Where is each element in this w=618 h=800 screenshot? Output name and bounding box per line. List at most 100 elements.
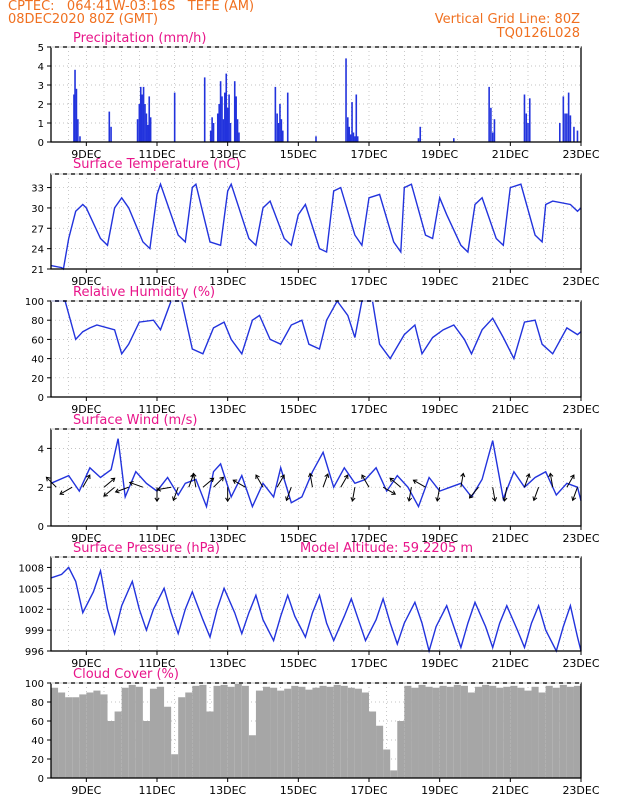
precip-bar (218, 104, 220, 142)
precip-bar (493, 119, 496, 142)
humidity-ytick-label: 80 (31, 316, 44, 327)
wind-arrow (533, 487, 540, 501)
temp-series-line (50, 182, 582, 271)
wind-arrow-head (389, 477, 395, 483)
cloud-ytick-label: 20 (31, 755, 44, 766)
wind-xtick-label: 15DEC (280, 532, 317, 545)
cloud-column (376, 725, 384, 778)
precip-bar (276, 113, 278, 142)
cloud-column (347, 687, 355, 778)
precip-xtick-label: 21DEC (492, 148, 529, 161)
wind-arrow (566, 474, 575, 488)
precip-bar (417, 138, 420, 142)
temp-xtick-label: 23DEC (562, 275, 599, 288)
precip-bar (491, 132, 494, 142)
precip-bar (348, 126, 351, 142)
humidity-xtick-label: 23DEC (562, 403, 599, 416)
wind-arrow (351, 487, 356, 502)
cloud-column (79, 694, 87, 778)
cloud-column (149, 688, 157, 778)
model-code-label: TQ0126L028 (496, 26, 580, 41)
cloud-column (248, 735, 256, 778)
cloud-column (277, 690, 285, 778)
precip-bar (356, 136, 359, 142)
precip-bar (77, 119, 79, 142)
cloud-column (227, 686, 235, 778)
wind-arrow-head (191, 472, 197, 478)
precip-bar (352, 132, 355, 142)
pressure-title: Surface Pressure (hPa) (73, 541, 220, 556)
wind-arrow-head (45, 476, 51, 482)
precip-bar (349, 134, 352, 142)
wind-arrow-head (492, 497, 498, 502)
precip-bar (354, 136, 356, 142)
cloud-column (263, 686, 271, 778)
cloud-column (255, 690, 263, 778)
precip-bar (355, 94, 358, 142)
cloud-column (93, 690, 101, 778)
humidity-xtick-label: 17DEC (350, 403, 387, 416)
precip-xtick-label: 13DEC (209, 148, 246, 161)
precip-xtick-label: 15DEC (280, 148, 317, 161)
wind-xtick-label: 11DEC (138, 532, 175, 545)
wind-arrow-head (280, 474, 285, 480)
wind-arrow-head (350, 497, 356, 502)
humidity-ytick-label: 40 (31, 355, 44, 366)
precip-bar (75, 88, 78, 142)
wind-arrow (413, 479, 426, 488)
temp-ytick-label: 27 (31, 224, 44, 235)
wind-arrow-head (532, 496, 538, 502)
precip-bar (229, 123, 232, 142)
wind-arrow (192, 473, 197, 488)
cloud-column (241, 685, 249, 778)
wind-arrow (276, 474, 285, 488)
temp-ytick-label: 21 (31, 265, 44, 276)
wind-arrow (408, 487, 412, 502)
station-header: CPTEC: 064:41W-03:16S TEFE (AM) (8, 0, 255, 14)
humidity-xtick-label: 21DEC (492, 403, 529, 416)
cloud-column (453, 684, 461, 778)
cloud-column (319, 685, 327, 778)
cloud-column (517, 687, 525, 778)
wind-arrow (286, 487, 292, 501)
precip-bar (559, 123, 561, 142)
precip-bar (527, 123, 529, 142)
precip-bar (216, 113, 219, 142)
precip-bar (274, 86, 277, 142)
temp-xtick-label: 21DEC (492, 275, 529, 288)
cloud-column (157, 686, 165, 778)
humidity-xtick-label: 9DEC (71, 403, 101, 416)
wind-arrow-head (391, 490, 397, 495)
wind-ytick-label: 2 (38, 483, 44, 494)
cloud-column (467, 692, 475, 778)
wind-arrow-head (219, 476, 225, 482)
pressure-xtick-label: 17DEC (350, 657, 387, 670)
wind-xtick-label: 17DEC (350, 532, 387, 545)
wind-arrow (389, 477, 402, 488)
wind-arrow (157, 486, 172, 491)
wind-xtick-label: 9DEC (71, 532, 101, 545)
temp-title: Surface Temperature (nC) (73, 157, 241, 172)
precip-ytick-label: 3 (38, 81, 44, 92)
cloud-xtick-label: 13DEC (209, 784, 246, 797)
cloud-column (107, 721, 115, 778)
cloud-ytick-label: 60 (31, 717, 44, 728)
temp-xtick-label: 13DEC (209, 275, 246, 288)
wind-arrow-head (225, 497, 231, 503)
precip-bar (566, 113, 568, 142)
humidity-ytick-label: 20 (31, 374, 44, 385)
cloud-column (545, 685, 553, 778)
cloud-column (135, 686, 143, 778)
cloud-column (270, 687, 278, 778)
wind-arrow-head (59, 490, 65, 495)
wind-arrow (172, 487, 179, 501)
precip-bar (528, 98, 531, 142)
temp-xtick-label: 19DEC (421, 275, 458, 288)
wind-arrow (213, 476, 224, 488)
wind-arrow-head (502, 497, 508, 502)
cloud-column (298, 686, 306, 778)
cloud-column (171, 754, 179, 778)
wind-arrow (103, 486, 115, 497)
cloud-column (404, 685, 412, 778)
precip-bar (279, 104, 281, 142)
